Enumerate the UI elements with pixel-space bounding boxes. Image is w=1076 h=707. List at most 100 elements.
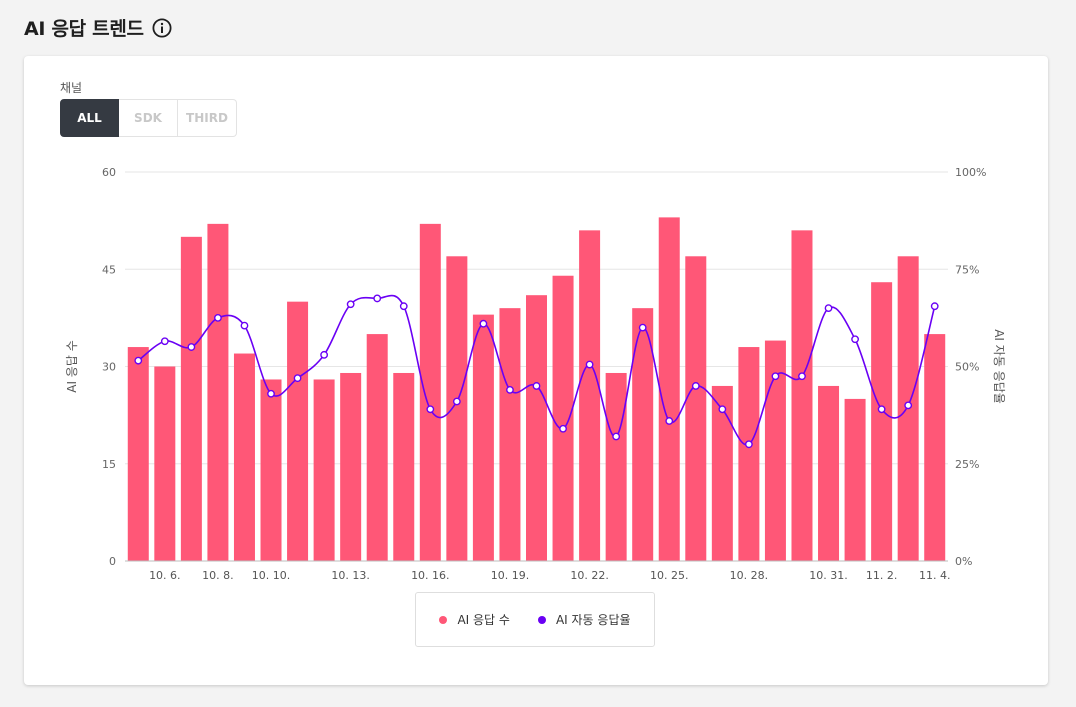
x-tick-label: 10. 8.	[202, 569, 234, 582]
bar	[154, 366, 176, 561]
y-tick-left: 0	[109, 555, 116, 568]
y-axis-title-right: AI 자동 응답율	[992, 329, 1006, 404]
page-title: AI 응답 트렌드	[24, 18, 144, 40]
rate-point	[904, 401, 913, 410]
channel-option-all[interactable]: ALL	[60, 99, 119, 137]
rate-point	[452, 397, 461, 406]
bar	[127, 347, 149, 561]
rate-point	[824, 304, 833, 313]
page-header: AI 응답 트렌드	[24, 14, 172, 41]
rate-point	[267, 389, 275, 398]
rate-point	[187, 343, 196, 351]
bar	[579, 230, 601, 561]
bar	[340, 372, 362, 561]
bar	[924, 334, 946, 561]
legend-swatch-responses	[439, 615, 448, 624]
rate-point	[585, 360, 594, 369]
x-tick-label: 10. 25.	[650, 569, 688, 582]
x-tick-label: 10. 16.	[411, 569, 449, 582]
trend-chart: 0 15 30 45 60 0% 25% 50% 75% 100% AI 응답 수 AI 자동 응답율…	[65, 166, 1006, 582]
bar	[791, 230, 813, 561]
bar	[207, 223, 229, 561]
rate-point	[506, 385, 514, 394]
rate-point	[771, 372, 780, 381]
rate-point	[798, 372, 806, 381]
y-tick-right: 50%	[955, 361, 979, 374]
bar	[419, 223, 441, 561]
bar	[180, 236, 202, 562]
rate-point	[214, 313, 222, 322]
y-tick-left: 60	[102, 166, 116, 179]
rate-point	[320, 350, 329, 359]
rate-point	[559, 424, 567, 433]
x-tick-label: 11. 2.	[866, 569, 898, 582]
channel-option-sdk[interactable]: SDK	[119, 99, 178, 137]
rate-point	[293, 374, 302, 383]
bar	[685, 256, 707, 561]
bar	[366, 334, 388, 561]
legend-label-auto-rate: AI 자동 응답율	[555, 613, 631, 627]
rate-point	[373, 294, 382, 303]
rate-point	[691, 382, 700, 390]
bar	[844, 398, 866, 561]
bar	[658, 217, 680, 561]
rate-point	[718, 405, 727, 414]
rate-point	[877, 405, 886, 414]
bar	[260, 379, 282, 561]
channel-filter-label: 채널	[60, 81, 83, 95]
y-tick-left: 15	[102, 458, 116, 471]
rate-point	[665, 417, 674, 425]
y-tick-left: 45	[102, 263, 116, 276]
channel-segmented-control: ALL SDK THIRD	[60, 99, 237, 137]
rate-point	[134, 356, 143, 365]
bar	[393, 372, 415, 561]
bar	[738, 347, 760, 561]
bar	[818, 385, 840, 561]
info-icon[interactable]	[152, 17, 172, 38]
x-tick-label: 10. 31.	[809, 569, 847, 582]
bar	[552, 275, 574, 561]
rate-point	[612, 432, 621, 441]
bar	[446, 256, 468, 561]
chart-card: 채널 ALL SDK THIRD 0 15 30 45 60 0% 25% 50% 75% 100…	[24, 56, 1048, 685]
channel-option-third[interactable]: THIRD	[178, 99, 237, 137]
rate-point	[426, 405, 435, 414]
rate-point	[479, 319, 488, 328]
rate-point	[638, 323, 647, 332]
rate-point	[532, 382, 541, 390]
rate-point	[399, 302, 408, 311]
bar	[605, 372, 627, 561]
rate-point	[240, 321, 249, 330]
bar	[287, 301, 309, 561]
legend-item-responses[interactable]: AI 응답 수	[439, 611, 510, 628]
x-tick-label: 10. 28.	[730, 569, 768, 582]
legend-label-responses: AI 응답 수	[457, 613, 510, 627]
bar	[764, 340, 786, 561]
bar	[526, 295, 547, 561]
rate-point	[346, 300, 355, 309]
legend-swatch-auto-rate	[537, 615, 546, 624]
rate-point	[744, 440, 753, 449]
chart-legend: AI 응답 수 AI 자동 응답율	[415, 592, 655, 647]
bar	[711, 385, 733, 561]
y-tick-left: 30	[102, 361, 116, 374]
y-tick-right: 75%	[955, 263, 979, 276]
x-tick-label: 11. 4.	[919, 569, 951, 582]
rate-point	[930, 302, 939, 311]
bar	[313, 379, 335, 561]
y-tick-right: 25%	[955, 458, 979, 471]
y-tick-right: 100%	[955, 166, 986, 179]
rate-point	[160, 337, 169, 346]
bar	[871, 282, 893, 561]
x-tick-label: 10. 19.	[491, 569, 529, 582]
rate-point	[851, 335, 859, 344]
x-tick-label: 10. 6.	[149, 569, 181, 582]
legend-item-auto-rate[interactable]: AI 자동 응답율	[537, 611, 631, 628]
x-tick-label: 10. 10.	[252, 569, 290, 582]
x-tick-label: 10. 13.	[331, 569, 369, 582]
y-tick-right: 0%	[955, 555, 972, 568]
bar	[472, 314, 494, 561]
bar	[632, 308, 654, 561]
bar	[233, 353, 255, 561]
bar	[499, 308, 521, 561]
